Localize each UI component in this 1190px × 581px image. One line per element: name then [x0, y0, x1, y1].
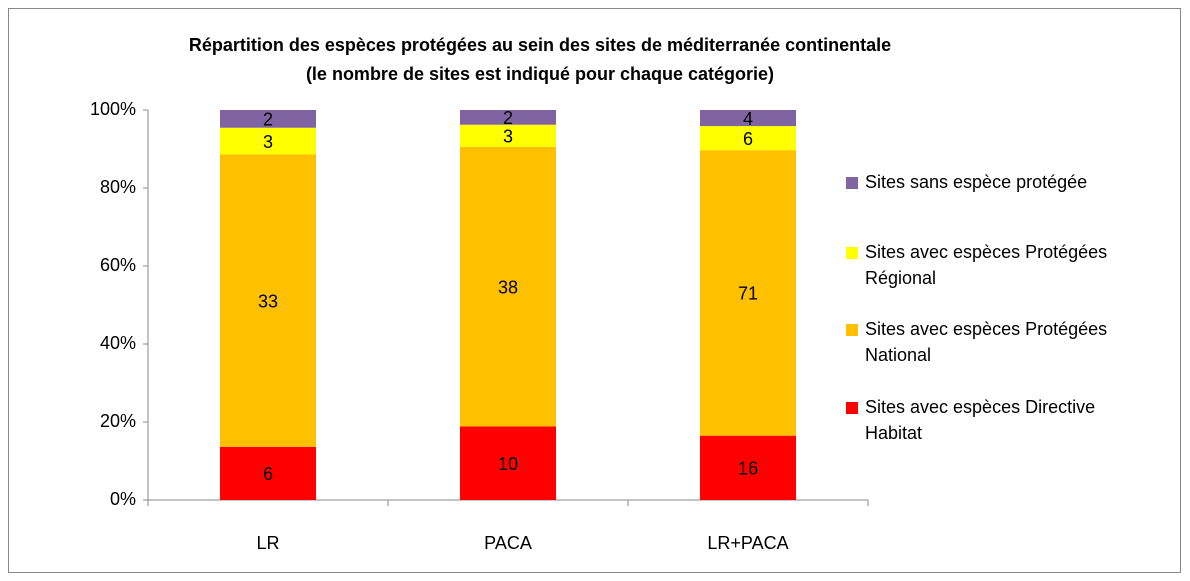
bar-segment: [220, 446, 316, 500]
y-tick-label: 60%: [100, 255, 136, 275]
legend-label: Sites avec espèces Protégées National: [865, 319, 1107, 365]
y-tick-label: 80%: [100, 177, 136, 197]
bar-segment: [220, 127, 316, 155]
bar-segment: [460, 146, 556, 427]
data-label: 6: [263, 464, 273, 484]
data-label: 4: [743, 109, 753, 129]
bar-segment: [700, 435, 796, 500]
data-label: 3: [503, 127, 513, 147]
data-label: 6: [743, 129, 753, 149]
x-tick-label: PACA: [484, 533, 532, 553]
legend-label: Sites avec espèces Directive Habitat: [865, 397, 1095, 443]
data-label: 71: [738, 284, 758, 304]
bar-segment: [460, 110, 556, 125]
data-label: 2: [263, 110, 273, 130]
bar-segment: [220, 154, 316, 447]
data-label: 38: [498, 277, 518, 297]
y-tick-label: 100%: [90, 99, 136, 119]
x-tick-label: LR+PACA: [707, 533, 788, 553]
data-label: 10: [498, 454, 518, 474]
chart-title: Répartition des espèces protégées au sei…: [189, 35, 891, 55]
legend-swatch: [846, 247, 858, 259]
legend-label: Sites sans espèce protégée: [865, 172, 1087, 192]
y-tick-label: 0%: [110, 489, 136, 509]
legend-swatch: [846, 177, 858, 189]
bar-segment: [700, 110, 796, 127]
bar-segment: [460, 124, 556, 147]
bar-segment: [700, 150, 796, 436]
legend-swatch: [846, 402, 858, 414]
y-tick-label: 40%: [100, 333, 136, 353]
data-label: 33: [258, 291, 278, 311]
data-label: 2: [503, 108, 513, 128]
bar-segment: [700, 126, 796, 151]
x-tick-label: LR: [256, 533, 279, 553]
data-label: 3: [263, 132, 273, 152]
bar-segment: [220, 110, 316, 128]
y-tick-label: 20%: [100, 411, 136, 431]
legend-label: Sites avec espèces Protégées Régional: [865, 242, 1107, 288]
chart-subtitle: (le nombre de sites est indiqué pour cha…: [306, 64, 774, 84]
legend-swatch: [846, 324, 858, 336]
chart-border: [8, 8, 1181, 573]
data-label: 16: [738, 459, 758, 479]
bar-segment: [460, 426, 556, 500]
